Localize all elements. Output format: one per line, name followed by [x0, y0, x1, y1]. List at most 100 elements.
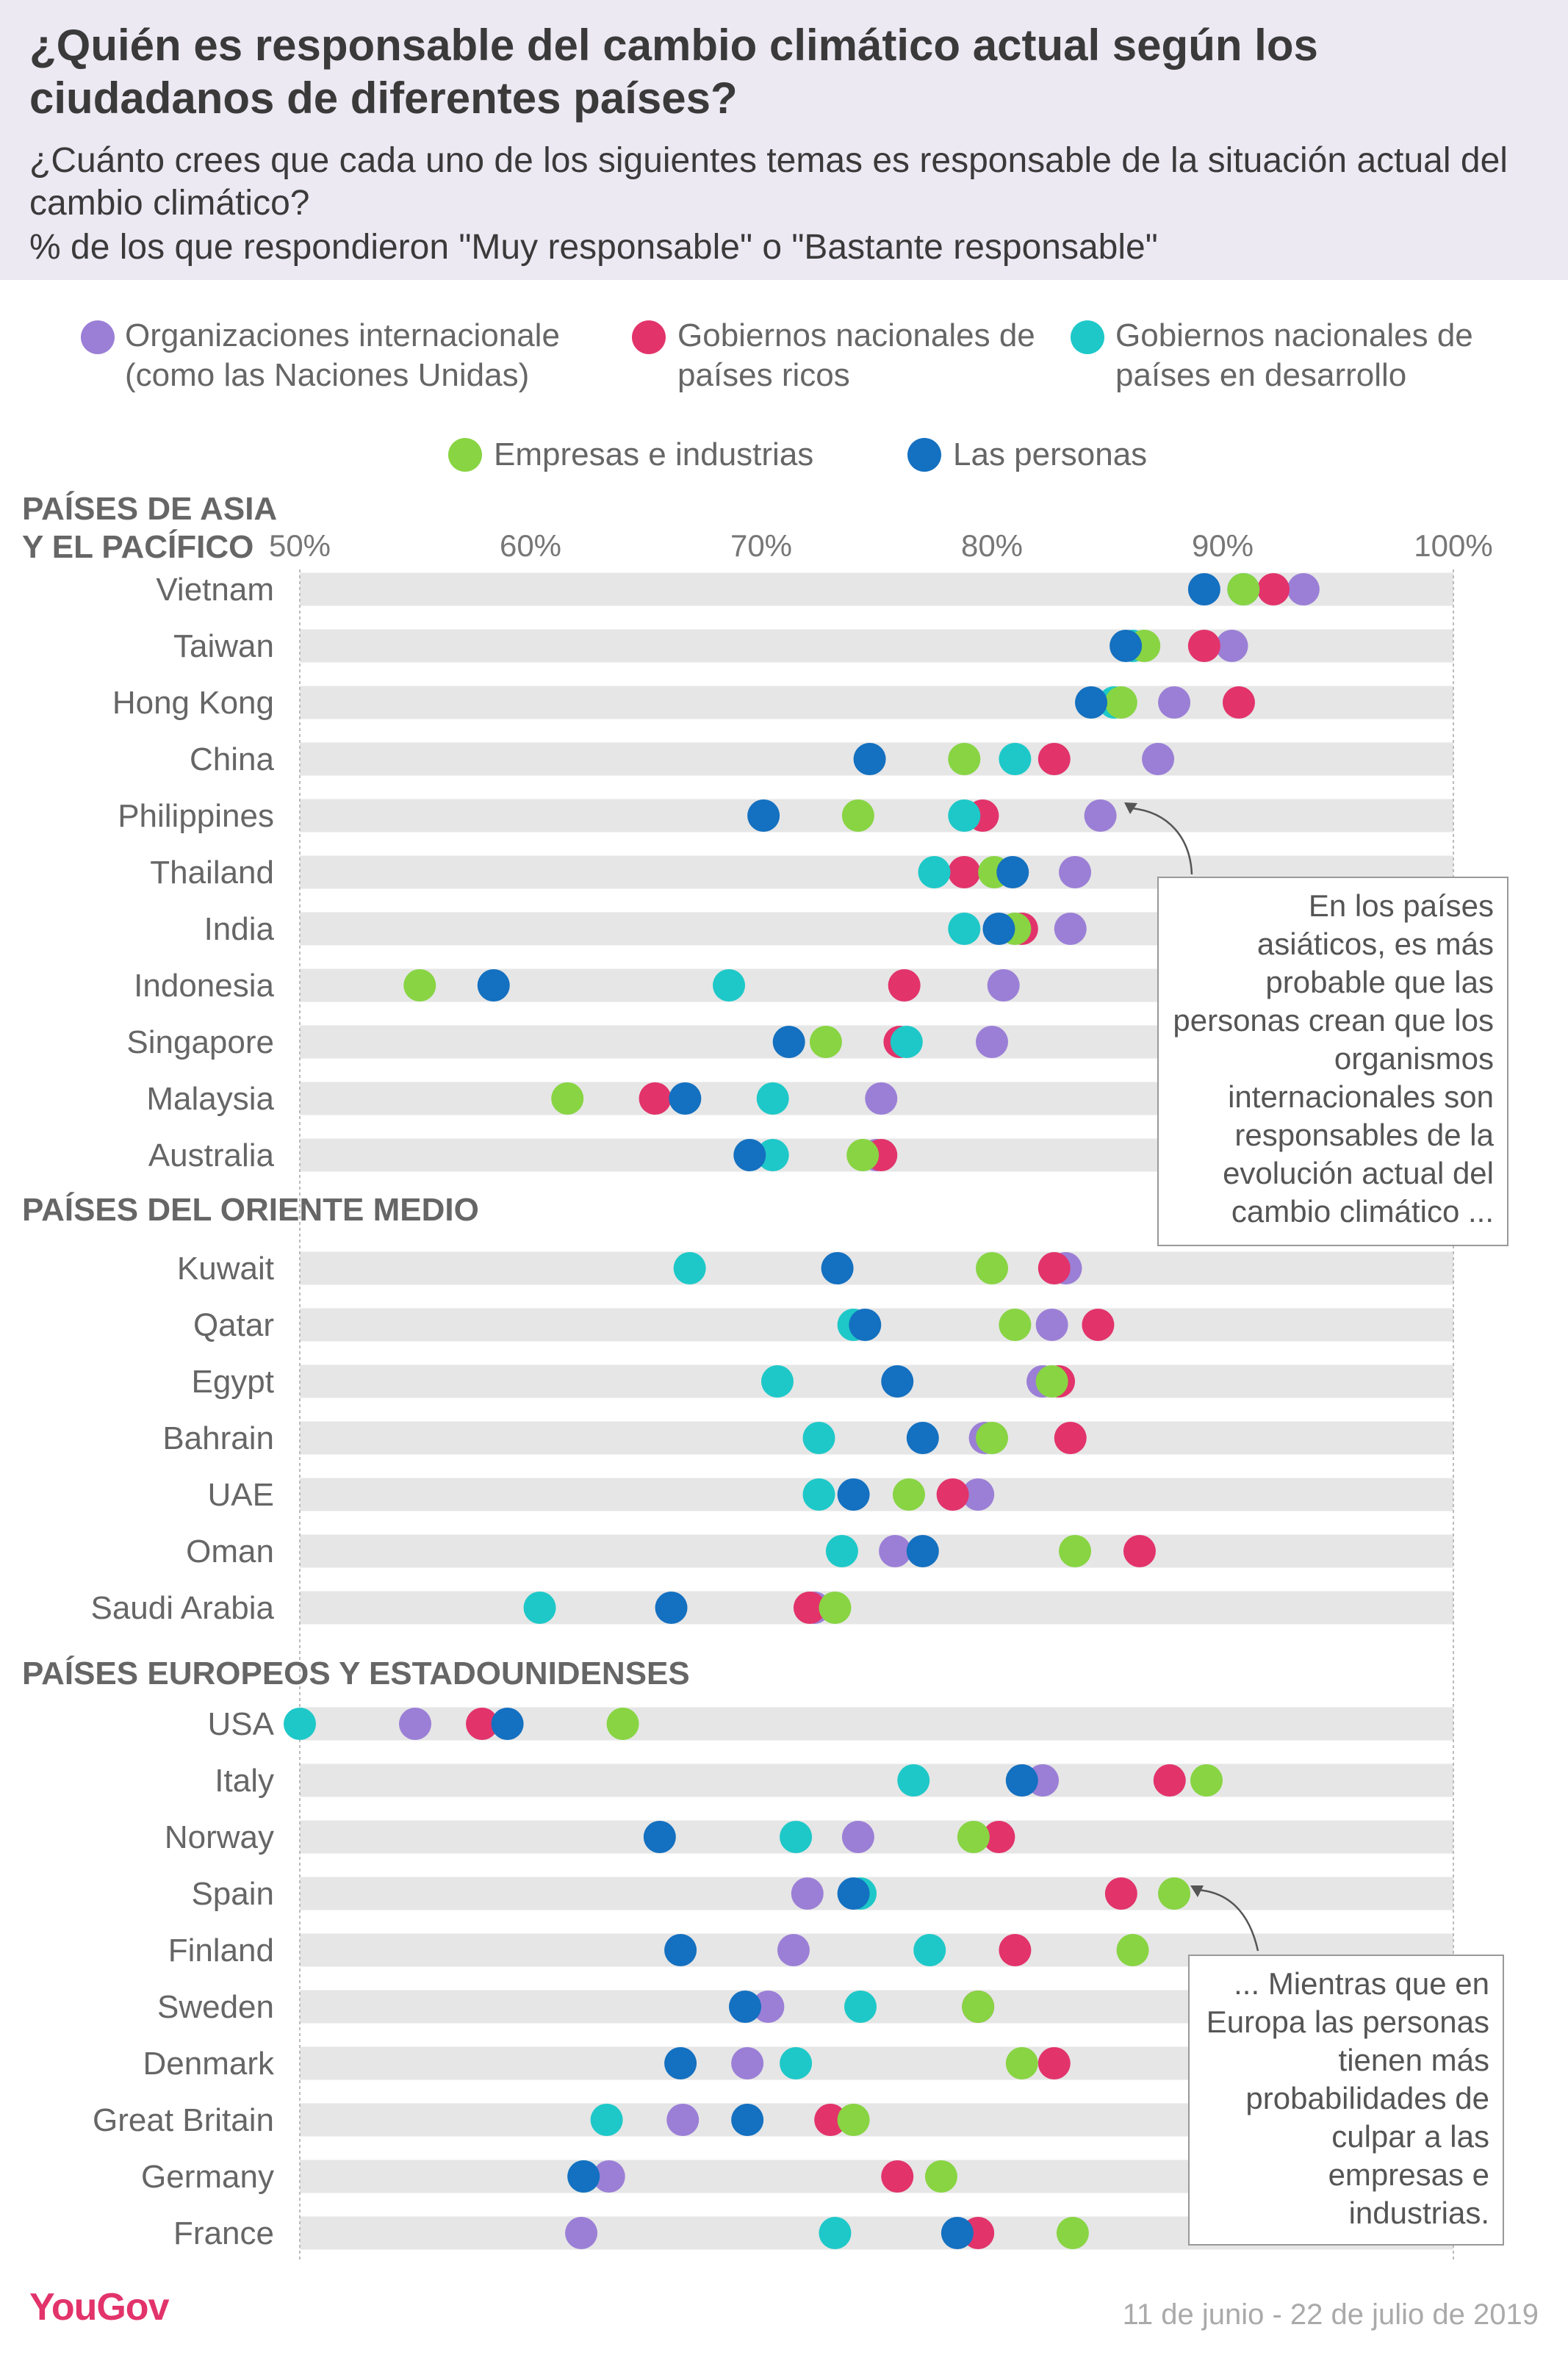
data-point: [821, 1252, 854, 1284]
legend-dot-developing-govts: [1071, 320, 1104, 354]
row-band: [300, 686, 1453, 719]
data-point: [733, 1139, 766, 1171]
country-label: Singapore: [126, 1024, 274, 1060]
country-label: Denmark: [143, 2046, 275, 2082]
chart-title: ¿Quién es responsable del cambio climáti…: [29, 21, 1318, 123]
data-point: [962, 1478, 995, 1511]
country-label: India: [204, 911, 275, 947]
data-point: [666, 2104, 700, 2136]
data-point: [1215, 630, 1248, 662]
data-point: [976, 1252, 1008, 1284]
data-point: [865, 1082, 898, 1115]
data-point: [756, 1139, 789, 1171]
data-point: [1287, 573, 1320, 605]
country-label: Qatar: [193, 1307, 274, 1343]
data-point: [777, 1934, 810, 1966]
data-point: [403, 969, 436, 1002]
country-label: Hong Kong: [112, 685, 274, 721]
data-point: [780, 2047, 813, 2079]
row-band: [300, 1763, 1453, 1797]
annotation-europe: ... Mientras que en Europa las personas …: [1188, 1955, 1504, 2246]
legend-label-intl-orgs: Organizaciones internacionale (como las …: [125, 317, 560, 393]
x-tick-label: 80%: [961, 528, 1023, 563]
data-point: [1005, 1764, 1038, 1797]
country-label: Australia: [148, 1137, 275, 1173]
group-heading: PAÍSES DEL ORIENTE MEDIO: [22, 1191, 479, 1228]
data-point: [936, 1478, 969, 1511]
data-point: [819, 1592, 852, 1624]
data-point: [1075, 686, 1108, 719]
data-point: [606, 1708, 639, 1740]
group-heading: PAÍSES DE ASIA: [22, 490, 277, 527]
country-label: China: [190, 741, 274, 777]
country-label: UAE: [208, 1477, 274, 1513]
data-point: [962, 1991, 995, 2023]
data-point: [491, 1708, 524, 1740]
data-point: [747, 799, 780, 832]
data-point: [664, 1934, 697, 1966]
data-point: [1059, 1535, 1092, 1567]
legend-dot-rich-govts: [632, 320, 666, 354]
data-point: [731, 2104, 764, 2136]
data-point: [1054, 1422, 1087, 1454]
data-point: [897, 1764, 930, 1797]
data-point: [982, 1821, 1015, 1853]
country-label: Indonesia: [134, 968, 274, 1004]
country-label: Thailand: [150, 855, 274, 891]
data-point: [976, 1026, 1008, 1058]
data-point: [673, 1252, 706, 1284]
annotation-asia: En los países asiáticos, es más probable…: [1157, 877, 1508, 1246]
country-label: Norway: [165, 1819, 274, 1855]
data-point: [780, 1821, 813, 1853]
data-point: [853, 743, 886, 775]
row-band: [300, 1421, 1453, 1455]
data-point: [1222, 686, 1255, 719]
data-point: [399, 1708, 431, 1740]
data-point: [837, 2104, 870, 2136]
data-point: [1104, 686, 1137, 719]
data-point: [987, 969, 1020, 1002]
data-point: [639, 1082, 672, 1115]
country-label: Oman: [186, 1534, 274, 1570]
data-point: [996, 856, 1029, 888]
country-label: Kuwait: [177, 1251, 274, 1287]
data-point: [772, 1026, 805, 1058]
country-label: France: [173, 2215, 274, 2251]
data-point: [793, 1592, 826, 1624]
data-point: [669, 1082, 702, 1115]
data-point: [918, 856, 951, 888]
data-point: [1158, 686, 1191, 719]
row-band: [300, 1820, 1453, 1854]
row-band: [300, 799, 1453, 833]
data-point: [881, 1365, 914, 1398]
data-point: [849, 1309, 882, 1341]
data-point: [655, 1592, 688, 1624]
data-point: [551, 1082, 584, 1115]
data-point: [1227, 573, 1260, 605]
row-band: [300, 1478, 1453, 1511]
data-point: [1123, 1535, 1156, 1567]
data-point: [802, 1422, 835, 1454]
data-point: [729, 1991, 762, 2023]
data-point: [590, 2104, 623, 2136]
x-tick-label: 90%: [1192, 528, 1254, 563]
row-band: [300, 629, 1453, 663]
data-point: [948, 799, 981, 832]
data-point: [881, 2160, 914, 2193]
country-label: USA: [208, 1706, 275, 1742]
data-point: [906, 1535, 939, 1567]
data-point: [752, 1991, 785, 2023]
legend-dot-intl-orgs: [81, 320, 115, 354]
group-heading: PAÍSES EUROPEOS Y ESTADOUNIDENSES: [22, 1655, 690, 1691]
data-point: [567, 2160, 600, 2193]
header-background: [0, 0, 1568, 280]
country-label: Malaysia: [146, 1081, 274, 1117]
data-point: [713, 969, 746, 1002]
data-point: [731, 2047, 764, 2079]
annotation-arrow: [1131, 807, 1193, 875]
data-point: [664, 2047, 697, 2079]
data-point: [1257, 573, 1290, 605]
legend-label-people: Las personas: [953, 436, 1148, 472]
legend-label-developing-govts: Gobiernos nacionales de países en desarr…: [1115, 317, 1473, 393]
x-tick-label: 60%: [500, 528, 561, 563]
